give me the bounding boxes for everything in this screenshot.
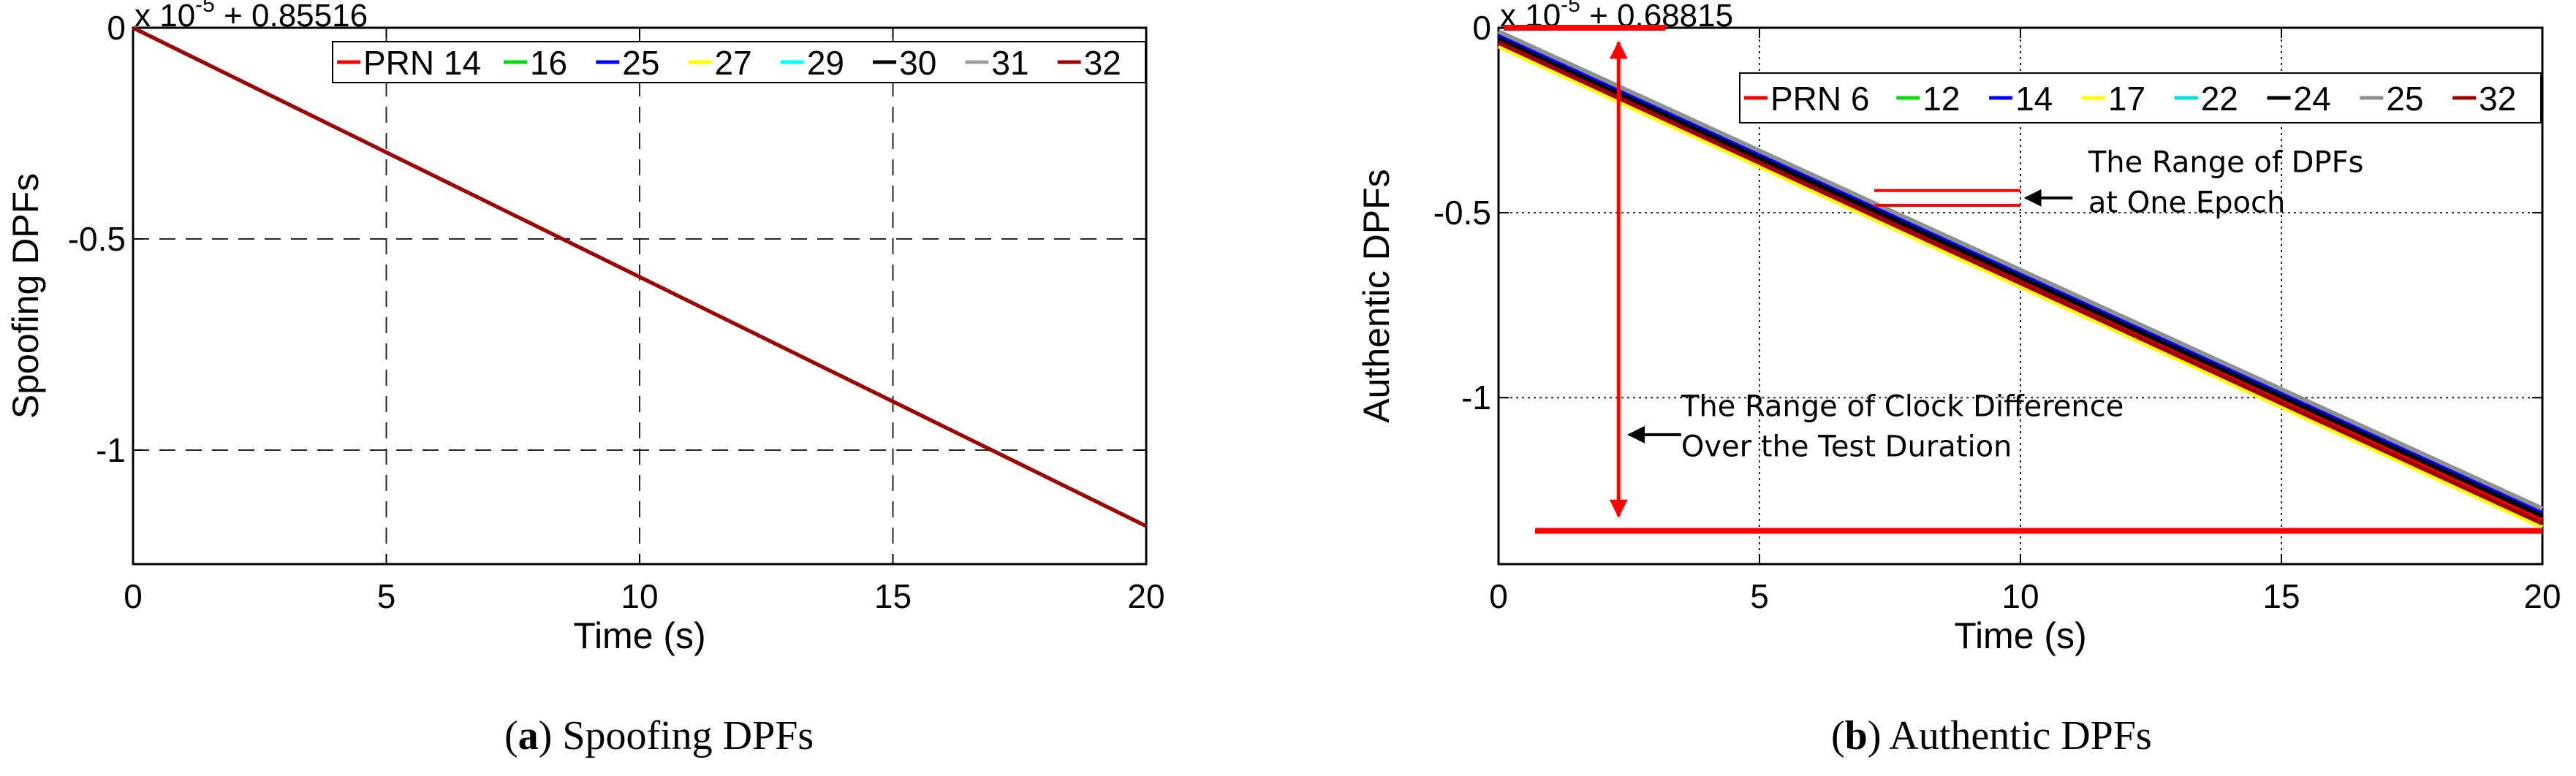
- pa-series-line-32: [132, 26, 1148, 528]
- pb-legend-box: [1739, 72, 2542, 123]
- pb-xtick-label-2: 10: [2001, 577, 2039, 615]
- pa-legend-label-27: 27: [715, 44, 752, 82]
- pa-ytick-label-0: 0: [107, 9, 126, 47]
- caption-a-letter: a: [518, 713, 539, 758]
- pa-axis-offset: + 0.85516: [215, 0, 368, 34]
- pa-legend-box: [332, 41, 1146, 83]
- pa-legend-label-16: 16: [530, 44, 567, 82]
- pb-legend-label-17: 17: [2108, 80, 2145, 118]
- pb-series-line-14: [1497, 33, 2544, 514]
- pb-annotation-epoch-line2: at One Epoch: [2088, 186, 2286, 219]
- pb-axis-multiplier-exp: -5: [1561, 0, 1580, 17]
- pb-series-line-32: [1497, 40, 2544, 526]
- pa-ylabel: Spoofing DPFs: [5, 173, 46, 419]
- pa-legend-label-14: PRN 14: [363, 44, 481, 82]
- pb-series-line-17: [1497, 44, 2544, 530]
- pb-annotation-clock-line1: The Range of Clock Difference: [1681, 390, 2124, 424]
- pb-xtick-label-0: 0: [1489, 577, 1508, 615]
- pa-axis-multiplier: x 10-5 + 0.85516: [135, 0, 368, 34]
- pb-ytick-label-2: -1: [1461, 379, 1491, 416]
- caption-b: (b) Authentic DPFs: [1831, 713, 2152, 758]
- pa-xtick-label-4: 20: [1127, 577, 1164, 615]
- pa-legend-label-29: 29: [807, 44, 844, 82]
- caption-a-text: Spoofing DPFs: [562, 713, 814, 758]
- pb-legend-label-12: 12: [1922, 80, 1960, 118]
- pa-xlabel: Time (s): [573, 615, 705, 656]
- pb-xtick-label-1: 5: [1750, 577, 1769, 615]
- pb-xtick-label-3: 15: [2262, 577, 2300, 615]
- pa-axis-multiplier-exp: -5: [195, 0, 215, 17]
- pb-annotation-clock-line2: Over the Test Duration: [1681, 430, 2012, 464]
- pa-legend-label-32: 32: [1084, 44, 1121, 82]
- pa-xtick-label-2: 10: [621, 577, 658, 615]
- pa-xtick-label-1: 5: [377, 577, 396, 615]
- pa-legend-label-25: 25: [622, 44, 659, 82]
- caption-a: (a) Spoofing DPFs: [504, 713, 814, 758]
- caption-b-letter: b: [1844, 713, 1868, 758]
- pb-xlabel: Time (s): [1954, 615, 2086, 656]
- pb-annotation-epoch-line1: The Range of DPFs: [2088, 145, 2364, 179]
- pb-ytick-label-1: -0.5: [1433, 194, 1491, 232]
- pa-xtick-label-0: 0: [124, 577, 143, 615]
- pa-ytick-label-2: -1: [96, 431, 126, 469]
- pb-ylabel: Authentic DPFs: [1356, 169, 1397, 422]
- pb-ytick-label-0: 0: [1472, 9, 1491, 47]
- pb-legend-label-6: PRN 6: [1770, 80, 1869, 118]
- pb-xtick-label-4: 20: [2523, 577, 2561, 615]
- pa-ytick-label-1: -0.5: [68, 220, 126, 258]
- chart-panel-a: 0 5 10 15 20 0 -0.5 -1 Time (s) Spoofing DPFs x 10…: [5, 0, 1165, 656]
- pb-series-line-25: [1497, 29, 2544, 511]
- pa-xtick-label-3: 15: [874, 577, 912, 615]
- pb-legend-label-14: 14: [2015, 80, 2053, 118]
- pb-legend-label-24: 24: [2294, 80, 2331, 118]
- pb-legend-label-32: 32: [2479, 80, 2516, 118]
- caption-b-text: Authentic DPFs: [1889, 713, 2152, 758]
- pa-legend-label-30: 30: [899, 44, 936, 82]
- pb-legend-label-25: 25: [2386, 80, 2423, 118]
- pb-series-line-24: [1497, 37, 2544, 518]
- pb-legend-label-22: 22: [2201, 80, 2238, 118]
- pa-legend-label-31: 31: [991, 44, 1028, 82]
